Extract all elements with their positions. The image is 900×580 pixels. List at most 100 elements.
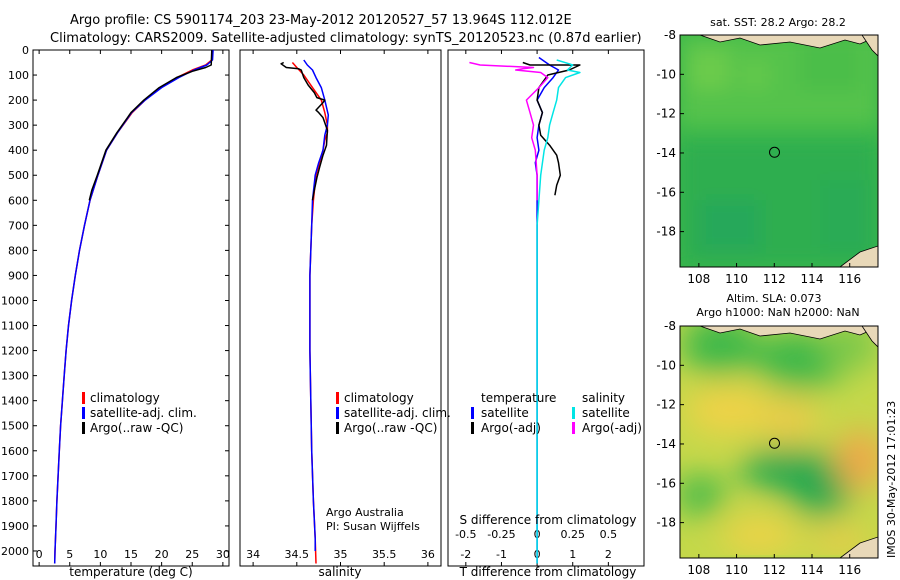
sst-map-coastline-3 [839,245,878,267]
series-line-temperature-0 [53,50,214,564]
temperature-series [53,50,214,564]
legend-label-t-satellite: satellite [481,406,529,420]
legend-swatch-s-satellite [572,407,575,419]
map-y-tick-label: -16 [656,185,676,199]
y-tick-label: 1500 [1,420,29,433]
x-tick-label: 1 [569,548,576,561]
map-y-tick-label: -10 [656,67,676,81]
legend-swatch-satellite [336,407,339,419]
s-tick-label: 0.5 [600,528,618,541]
x-tick-label: 35.5 [372,548,397,561]
series-line-salinity-2 [280,61,329,201]
legend-label-argo: Argo(..raw -QC) [90,421,183,435]
y-tick-label: 900 [8,269,29,282]
salinity-x-label: salinity [318,565,361,579]
sla-map-ticks: 108 110 112 114 116 -8 -10 -12 -14 -16 -18 [656,319,861,577]
x-tick-label: 0 [36,548,43,561]
temperature-y-ticks: 0100200300400500600700800900100011001200… [1,44,229,558]
series-line-difference-1 [522,61,581,196]
y-tick-label: 300 [8,119,29,132]
sla-map-subtitle: Argo h1000: NaN h2000: NaN [696,306,859,319]
y-tick-label: 1400 [1,395,29,408]
x-tick-label: -2 [460,548,471,561]
series-line-temperature-1 [53,50,214,564]
sla-map-coastline [699,326,878,340]
series-line-temperature-2 [88,50,213,201]
map-x-tick-label: 108 [687,563,710,577]
sst-map-title: sat. SST: 28.2 Argo: 28.2 [710,16,846,29]
legend-swatch-climatology [336,392,339,404]
salinity-annotation-line1: Argo Australia [326,506,404,519]
map-x-tick-label: 112 [763,272,786,286]
legend-swatch-climatology [82,392,85,404]
y-tick-label: 200 [8,94,29,107]
legend-label-s-satellite: satellite [582,406,630,420]
y-tick-label: 0 [22,44,29,57]
map-x-tick-label: 116 [838,272,861,286]
difference-panel: -2 -1 0 1 2-0.5 -0.25 0 0.25 0.5 S difference fr… [447,49,645,579]
legend-swatch-argo [336,422,339,434]
map-y-tick-label: -12 [656,107,676,121]
x-tick-label: 34.5 [285,548,310,561]
legend-label-satellite: satellite-adj. clim. [344,406,451,420]
legend-label-t-argo: Argo(-adj) [481,421,541,435]
s-tick-label: 0.25 [560,528,585,541]
legend-label-climatology: climatology [90,391,160,405]
y-tick-label: 700 [8,219,29,232]
x-tick-label: 34 [246,548,260,561]
y-tick-label: 1100 [1,320,29,333]
temperature-x-ticks: 0 5 10 15 20 25 30 [36,50,230,566]
difference-s-axis-label: S difference from climatology [460,513,637,527]
sla-map-panel: Altim. SLA: 0.073 Argo h1000: NaN h2000:… [656,292,879,577]
map-x-tick-label: 108 [687,272,710,286]
y-tick-label: 1700 [1,470,29,483]
y-tick-label: 600 [8,194,29,207]
y-tick-label: 1900 [1,520,29,533]
y-tick-label: 1600 [1,445,29,458]
y-tick-label: 2000 [1,545,29,558]
sla-map-coastline-3 [839,536,878,558]
map-y-tick-label: -8 [664,319,676,333]
difference-legend: temperature satellite Argo(-adj) salinit… [471,391,642,435]
map-y-tick-label: -8 [664,28,676,42]
salinity-legend: climatology satellite-adj. clim. Argo(..… [336,391,451,435]
temperature-x-label: temperature (deg C) [69,565,192,579]
map-y-tick-label: -14 [656,146,676,160]
x-tick-label: 5 [66,548,73,561]
legend-swatch-satellite [82,407,85,419]
map-x-tick-label: 114 [801,563,824,577]
y-tick-label: 800 [8,244,29,257]
map-x-tick-label: 116 [838,563,861,577]
y-tick-label: 1300 [1,370,29,383]
legend-label-climatology: climatology [344,391,414,405]
series-line-difference-3 [469,61,549,201]
legend-swatch-t-argo [471,422,474,434]
legend-swatch-s-argo [572,422,575,434]
legend-title-salinity: salinity [582,391,625,405]
x-tick-label: 35 [334,548,348,561]
sst-map-coastline-2 [861,35,878,57]
series-line-salinity-1 [303,59,330,551]
footer-stamp: IMOS 30-May-2012 17:01:23 [885,401,898,558]
legend-label-satellite: satellite-adj. clim. [90,406,197,420]
s-tick-label: -0.5 [455,528,476,541]
map-y-tick-label: -14 [656,437,676,451]
sst-map-ticks: 108 110 112 114 116 -8 -10 -12 -14 -16 -18 [656,28,861,286]
salinity-axes-frame [239,49,442,567]
y-tick-label: 1200 [1,345,29,358]
sst-map-frame [679,34,879,268]
y-tick-label: 1800 [1,495,29,508]
temperature-panel: 0100200300400500600700800900100011001200… [1,44,230,579]
map-y-tick-label: -10 [656,358,676,372]
header-line2: Climatology: CARS2009. Satellite-adjuste… [50,31,642,46]
x-tick-label: 10 [93,548,107,561]
x-tick-label: 36 [421,548,435,561]
header-line1: Argo profile: CS 5901174_203 23-May-2012… [70,13,572,28]
map-y-tick-label: -16 [656,476,676,490]
sla-map-frame [679,325,879,559]
map-x-tick-label: 110 [725,563,748,577]
map-y-tick-label: -18 [656,225,676,239]
sst-map-field [680,35,878,267]
sla-map-field [680,326,878,555]
